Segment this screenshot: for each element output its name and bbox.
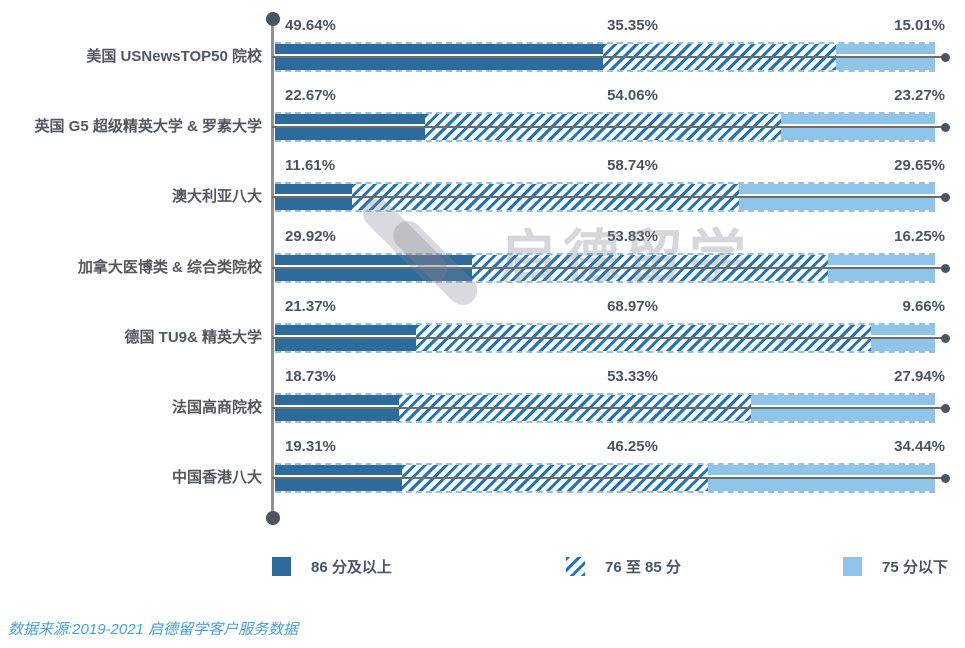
stacked-bar <box>275 463 935 493</box>
axis-bottom-dot <box>266 511 280 525</box>
watermark-logo-icon <box>363 199 478 305</box>
value-label-75minus: 29.65% <box>894 157 945 174</box>
row-baseline <box>272 407 945 409</box>
legend-item-86plus: 86 分及以上 <box>272 556 392 577</box>
legend-item-75minus: 75 分以下 <box>843 556 948 577</box>
value-label-75minus: 23.27% <box>894 87 945 104</box>
category-label: 加拿大医博类 & 综合类院校 <box>77 259 262 276</box>
category-label: 德国 TU9& 精英大学 <box>124 329 262 346</box>
value-label-76to85: 53.83% <box>607 228 658 245</box>
legend-label: 76 至 85 分 <box>605 559 681 576</box>
row-baseline <box>272 477 945 479</box>
value-label-76to85: 46.25% <box>607 438 658 455</box>
data-source-note: 数据来源:2019-2021 启德留学客户服务数据 <box>8 621 299 638</box>
row-baseline <box>272 267 945 269</box>
row-end-dot <box>941 53 950 62</box>
category-label: 美国 USNewsTOP50 院校 <box>86 48 262 65</box>
value-label-75minus: 16.25% <box>894 228 945 245</box>
row-baseline <box>272 56 945 58</box>
row-end-dot <box>941 474 950 483</box>
legend-swatch-solid-light <box>843 557 862 576</box>
value-label-75minus: 9.66% <box>902 298 945 315</box>
value-label-86plus: 29.92% <box>285 228 336 245</box>
bar-row: 加拿大医博类 & 综合类院校 29.92% 53.83% 16.25% <box>0 228 965 283</box>
row-baseline <box>272 337 945 339</box>
value-label-76to85: 35.35% <box>607 17 658 34</box>
bar-row: 英国 G5 超级精英大学 & 罗素大学 22.67% 54.06% 23.27% <box>0 87 965 142</box>
value-label-86plus: 11.61% <box>285 157 336 174</box>
bar-row: 美国 USNewsTOP50 院校 49.64% 35.35% 15.01% <box>0 17 965 72</box>
bar-row: 德国 TU9& 精英大学 21.37% 68.97% 9.66% <box>0 298 965 353</box>
row-end-dot <box>941 404 950 413</box>
category-label: 中国香港八大 <box>171 469 262 486</box>
legend-swatch-solid-dark <box>272 557 291 576</box>
value-label-76to85: 53.33% <box>607 368 658 385</box>
row-baseline <box>272 126 945 128</box>
legend-swatch-hatched <box>566 557 585 576</box>
row-end-dot <box>941 193 950 202</box>
value-label-75minus: 15.01% <box>894 17 945 34</box>
category-label: 英国 G5 超级精英大学 & 罗素大学 <box>34 118 262 135</box>
row-end-dot <box>941 123 950 132</box>
bar-row: 中国香港八大 19.31% 46.25% 34.44% <box>0 438 965 493</box>
legend-label: 86 分及以上 <box>311 559 392 576</box>
row-end-dot <box>941 264 950 273</box>
value-label-76to85: 58.74% <box>607 157 658 174</box>
value-label-75minus: 34.44% <box>894 438 945 455</box>
category-label: 澳大利亚八大 <box>171 188 262 205</box>
value-label-76to85: 54.06% <box>607 87 658 104</box>
row-end-dot <box>941 334 950 343</box>
row-baseline <box>272 196 945 198</box>
value-label-75minus: 27.94% <box>894 368 945 385</box>
axis-top-dot <box>266 12 280 26</box>
watermark: 启德留学 <box>346 196 766 308</box>
value-label-86plus: 21.37% <box>285 298 336 315</box>
category-label: 法国高商院校 <box>171 399 262 416</box>
legend: 86 分及以上 76 至 85 分 75 分以下 <box>0 556 965 578</box>
value-label-86plus: 49.64% <box>285 17 336 34</box>
value-label-76to85: 68.97% <box>607 298 658 315</box>
value-label-86plus: 19.31% <box>285 438 336 455</box>
legend-label: 75 分以下 <box>882 559 948 576</box>
value-label-86plus: 22.67% <box>285 87 336 104</box>
bar-row: 澳大利亚八大 11.61% 58.74% 29.65% <box>0 157 965 212</box>
bar-row: 法国高商院校 18.73% 53.33% 27.94% <box>0 368 965 423</box>
legend-item-76to85: 76 至 85 分 <box>566 556 681 577</box>
value-label-86plus: 18.73% <box>285 368 336 385</box>
